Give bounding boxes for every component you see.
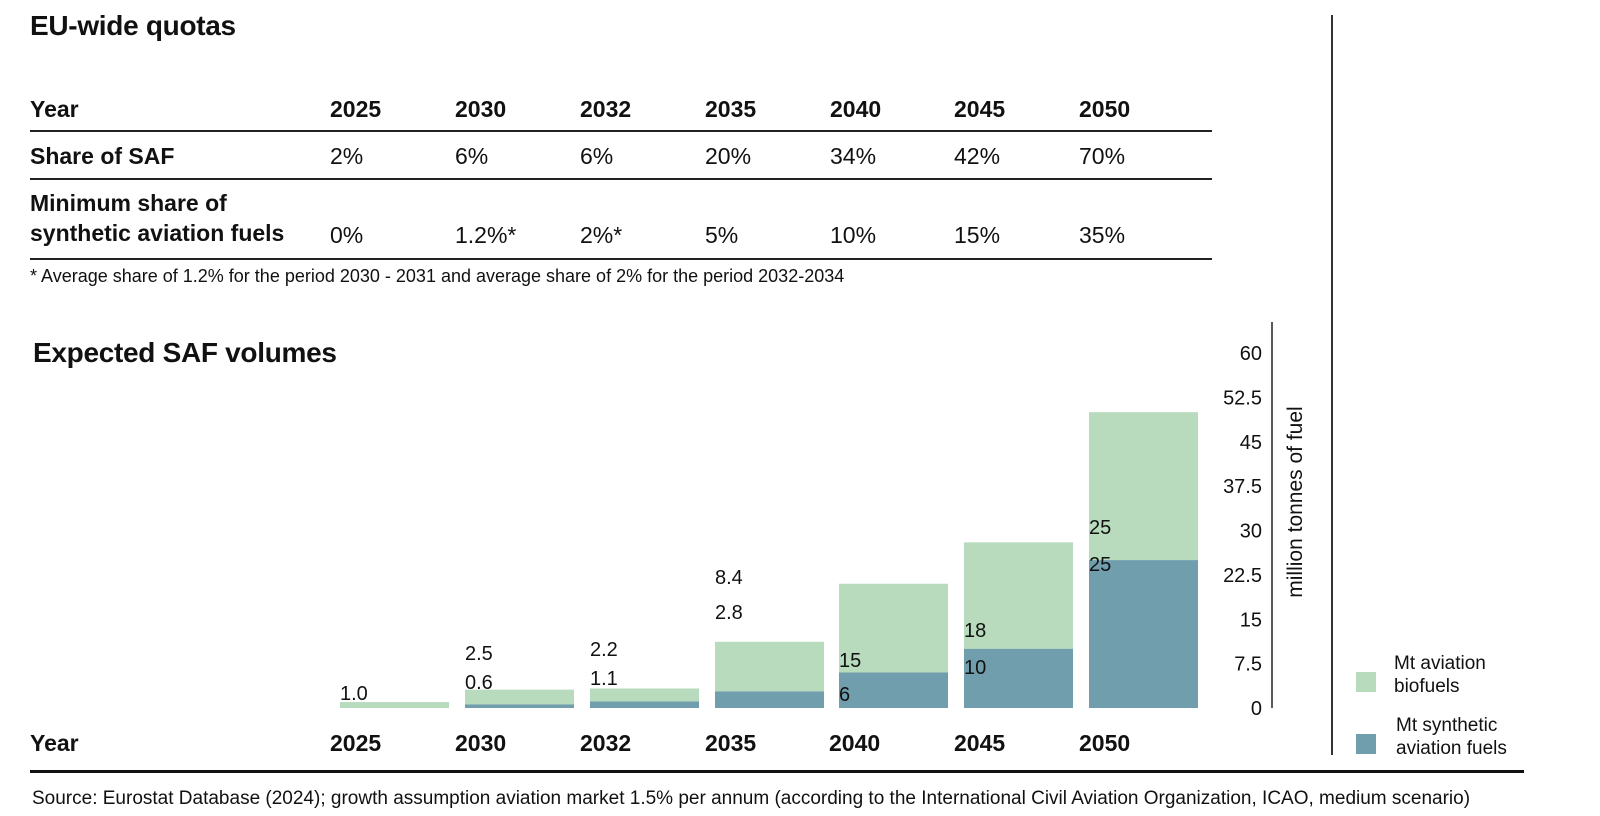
label-synthetic-2040: 6	[839, 684, 850, 706]
volumes-year-2025: 2025	[330, 730, 382, 756]
quotas-year-cell-4: 2040	[830, 96, 882, 122]
y-tick-30: 30	[1240, 521, 1262, 543]
bar-synthetic-2035	[715, 691, 824, 708]
quotas-saf-cell-0: 2%	[330, 143, 364, 169]
bar-synthetic-2030	[465, 704, 574, 708]
y-tick-52.5: 52.5	[1223, 387, 1262, 409]
y-tick-60: 60	[1240, 343, 1262, 365]
y-tick-22.5: 22.5	[1223, 565, 1262, 587]
bar-synthetic-2040	[839, 672, 948, 708]
quotas-synthetic-cell-3: 5%	[705, 222, 739, 248]
bar-synthetic-2045	[964, 648, 1073, 708]
source-note: Source: Eurostat Database (2024); growth…	[32, 788, 1471, 809]
label-biofuel-2050: 25	[1089, 517, 1111, 539]
volumes-year-label: Year	[30, 730, 79, 756]
volumes-year-2040: 2040	[829, 730, 881, 756]
right-divider	[1331, 15, 1333, 755]
y-tick-0: 0	[1251, 698, 1262, 720]
label-biofuel-2040: 15	[839, 650, 861, 672]
quotas-year-cell-6: 2050	[1079, 96, 1131, 122]
quotas-saf-cell-4: 34%	[830, 143, 877, 169]
quotas-table: Year 2025 2030 2032 2035 2040 2045 2050 Share …	[30, 88, 1212, 260]
quotas-synthetic-cell-0: 0%	[330, 222, 364, 248]
bar-synthetic-2050	[1089, 560, 1198, 708]
volumes-year-2050: 2050	[1079, 730, 1131, 756]
legend-synthetic-label: Mt synthetic aviation fuels	[1396, 715, 1507, 759]
quotas-synthetic-row: Minimum share of synthetic aviation fuel…	[30, 180, 1212, 260]
label-synthetic-2045: 10	[964, 657, 986, 679]
label-biofuel-2030: 2.5	[465, 643, 493, 665]
quotas-synthetic-label: Minimum share of synthetic aviation fuel…	[30, 190, 285, 246]
quotas-saf-cell-5: 42%	[954, 143, 1001, 169]
bar-biofuel-2045	[964, 542, 1073, 649]
label-synthetic-2030: 0.6	[465, 672, 493, 694]
bar-biofuel-2040	[839, 583, 948, 673]
quotas-year-row: Year 2025 2030 2032 2035 2040 2045 2050	[30, 88, 1212, 132]
label-synthetic-2032: 1.1	[590, 668, 618, 690]
label-biofuel-2035: 8.4	[715, 567, 743, 589]
volumes-year-2030: 2030	[455, 730, 507, 756]
bar-synthetic-2032	[590, 701, 699, 708]
bar-biofuel-2035	[715, 641, 824, 692]
quotas-title: EU-wide quotas	[30, 10, 236, 41]
quotas-year-label: Year	[30, 96, 79, 122]
label-synthetic-2050: 25	[1089, 554, 1111, 576]
quotas-year-cell-0: 2025	[330, 96, 382, 122]
label-synthetic-2035: 2.8	[715, 602, 743, 624]
quotas-saf-label: Share of SAF	[30, 143, 175, 169]
quotas-synthetic-cell-5: 15%	[954, 222, 1001, 248]
bar-biofuel-2032	[590, 688, 699, 702]
quotas-year-cell-1: 2030	[455, 96, 507, 122]
legend-biofuels-swatch	[1356, 672, 1376, 692]
quotas-year-cell-2: 2032	[580, 96, 632, 122]
quotas-saf-cell-6: 70%	[1079, 143, 1126, 169]
quotas-saf-cell-1: 6%	[455, 143, 489, 169]
label-biofuel-2045: 18	[964, 620, 986, 642]
bar-biofuel-2030	[465, 689, 574, 705]
y-tick-37.5: 37.5	[1223, 476, 1262, 498]
y-axis-label: million tonnes of fuel	[1284, 406, 1307, 597]
quotas-saf-cell-2: 6%	[580, 143, 614, 169]
label-biofuel-2032: 2.2	[590, 639, 618, 661]
quotas-synthetic-cell-1: 1.2%*	[455, 222, 517, 248]
quotas-synthetic-cell-4: 10%	[830, 222, 877, 248]
volumes-year-2032: 2032	[580, 730, 632, 756]
y-tick-15: 15	[1240, 609, 1262, 631]
quotas-saf-cell-3: 20%	[705, 143, 752, 169]
bar-biofuel-2025	[340, 702, 449, 708]
volumes-year-2045: 2045	[954, 730, 1006, 756]
quotas-synthetic-cell-2: 2%*	[580, 222, 623, 248]
volumes-title: Expected SAF volumes	[33, 337, 337, 368]
quotas-saf-row: Share of SAF 2% 6% 6% 20% 34% 42% 70%	[30, 132, 1212, 180]
label-biofuel-2025: 1.0	[340, 683, 368, 705]
quotas-year-cell-3: 2035	[705, 96, 757, 122]
y-tick-7.5: 7.5	[1234, 654, 1262, 676]
quotas-synthetic-cell-6: 35%	[1079, 222, 1126, 248]
quotas-year-cell-5: 2045	[954, 96, 1006, 122]
volumes-year-2035: 2035	[705, 730, 757, 756]
legend-synthetic-swatch	[1356, 734, 1376, 754]
bottom-rule	[30, 770, 1524, 773]
quotas-footnote: * Average share of 1.2% for the period 2…	[30, 266, 845, 286]
y-tick-45: 45	[1240, 432, 1262, 454]
bar-biofuel-2050	[1089, 412, 1198, 561]
legend-biofuels-label: Mt aviation biofuels	[1394, 653, 1486, 697]
